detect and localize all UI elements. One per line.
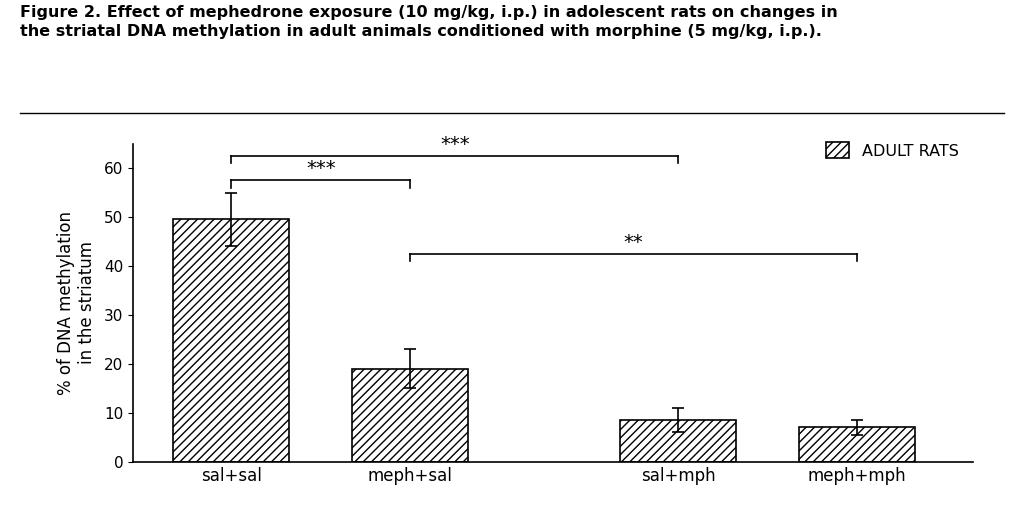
Legend: ADULT RATS: ADULT RATS	[820, 136, 965, 165]
Text: ***: ***	[306, 160, 336, 179]
Bar	[173, 220, 290, 462]
Bar	[799, 427, 914, 462]
Text: Figure 2. Effect of mephedrone exposure (10 mg/kg, i.p.) in adolescent rats on c: Figure 2. Effect of mephedrone exposure …	[20, 5, 839, 40]
Y-axis label: % of DNA methylation
in the striatum: % of DNA methylation in the striatum	[57, 211, 95, 394]
Text: ***: ***	[440, 135, 470, 154]
Bar	[352, 369, 468, 462]
Text: **: **	[624, 233, 643, 252]
Bar	[620, 420, 736, 462]
